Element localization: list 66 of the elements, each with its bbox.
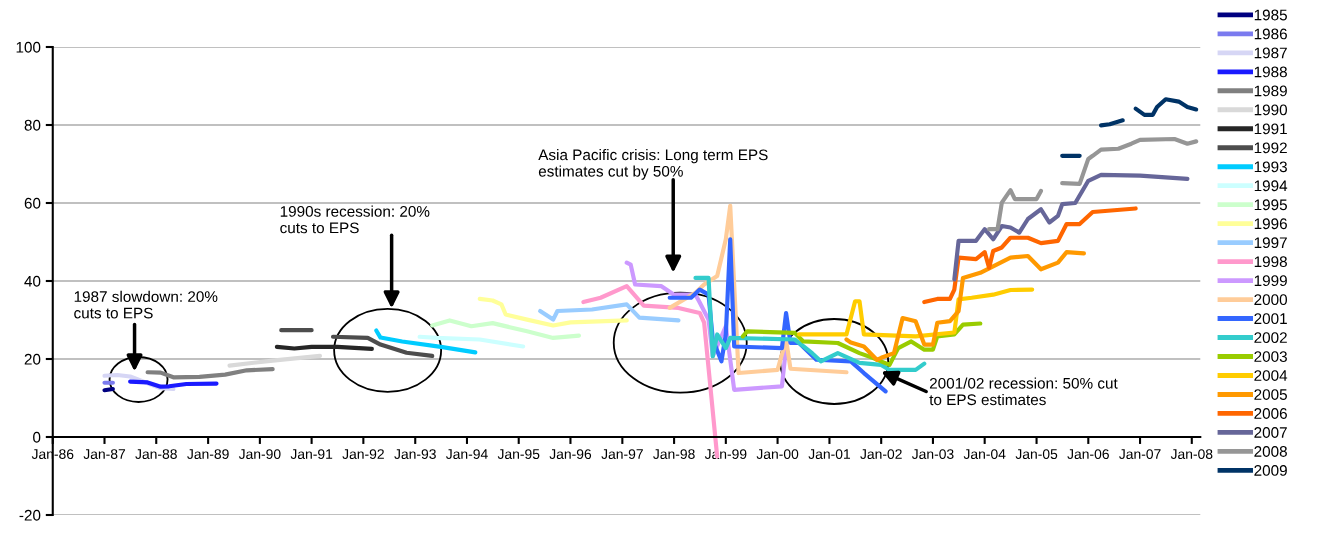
legend-label: 1997 xyxy=(1254,237,1287,249)
legend-label: 2003 xyxy=(1254,351,1287,362)
x-tick-label: Jan-87 xyxy=(83,449,126,460)
x-tick-label: Jan-90 xyxy=(238,449,281,460)
legend-label: 1996 xyxy=(1254,218,1287,230)
x-tick-label: Jan-94 xyxy=(445,449,488,460)
x-tick-label: Jan-97 xyxy=(601,449,643,460)
y-tick-label: 0 xyxy=(33,431,41,443)
x-tick-label: Jan-02 xyxy=(860,449,902,460)
legend-label: 2002 xyxy=(1254,332,1287,344)
legend-label: 1995 xyxy=(1254,199,1287,211)
legend-label: 1987 xyxy=(1254,47,1287,59)
y-tick-label: 40 xyxy=(24,275,41,287)
x-tick-label: Jan-05 xyxy=(1015,449,1058,460)
y-tick-label: 20 xyxy=(24,353,41,365)
x-tick-label: Jan-88 xyxy=(135,449,177,460)
legend-label: 1989 xyxy=(1254,85,1287,97)
legend-label: 1985 xyxy=(1254,9,1287,21)
line-series xyxy=(417,334,526,349)
legend-label: 1993 xyxy=(1254,161,1287,173)
line-series xyxy=(430,318,582,341)
legend-label: 2001 xyxy=(1254,313,1287,325)
line-series xyxy=(952,172,1190,282)
y-tick-label: 60 xyxy=(24,197,41,209)
legend-label: 2007 xyxy=(1254,427,1287,438)
x-tick-label: Jan-00 xyxy=(756,449,799,460)
line-series xyxy=(145,367,275,380)
x-tick-label: Jan-98 xyxy=(653,449,695,460)
legend-label: 2008 xyxy=(1254,446,1287,457)
legend-label: 1988 xyxy=(1254,66,1287,78)
line-series xyxy=(922,206,1138,305)
x-tick-label: Jan-91 xyxy=(290,449,333,460)
x-tick-label: Jan-96 xyxy=(549,449,592,460)
x-tick-label: Jan-01 xyxy=(808,449,851,460)
legend-label: 1991 xyxy=(1254,123,1287,135)
legend-label: 2009 xyxy=(1254,465,1287,476)
legend-label: 1990 xyxy=(1254,104,1288,116)
line-series xyxy=(374,328,478,355)
x-tick-label: Jan-07 xyxy=(1119,449,1161,460)
line-series xyxy=(844,250,1086,362)
legend-label: 1994 xyxy=(1254,180,1288,192)
legend-label: 1992 xyxy=(1254,142,1287,154)
y-tick-label: 100 xyxy=(16,41,41,53)
x-tick-label: Jan-08 xyxy=(1170,449,1213,460)
y-tick-label: -20 xyxy=(19,509,41,521)
x-tick-label: Jan-93 xyxy=(394,449,436,460)
legend-label: 1999 xyxy=(1254,275,1287,287)
legend-label: 2006 xyxy=(1254,408,1287,419)
y-tick-label: 80 xyxy=(24,119,41,131)
x-tick-label: Jan-95 xyxy=(497,449,540,460)
annotation: 2001/02 recession: 50% cut to EPS estimates xyxy=(929,377,1118,406)
legend-label: 2000 xyxy=(1254,294,1288,306)
line-series xyxy=(477,296,629,328)
annotation: Asia Pacific crisis: Long term EPS estimates cut by 50% xyxy=(538,149,768,180)
x-tick-label: Jan-04 xyxy=(963,449,1006,460)
annotation: 1987 slowdown: 20% cuts to EPS xyxy=(74,290,218,319)
legend-label: 1998 xyxy=(1254,256,1287,268)
line-series xyxy=(538,302,681,323)
x-tick-label: Jan-03 xyxy=(911,449,954,460)
x-tick-label: Jan-89 xyxy=(187,449,229,460)
annotation: 1990s recession: 20% cuts to EPS xyxy=(280,205,430,234)
x-tick-label: Jan-06 xyxy=(1067,449,1109,460)
x-tick-label: Jan-92 xyxy=(342,449,384,460)
legend-label: 2004 xyxy=(1254,370,1288,381)
legend-label: 2005 xyxy=(1254,389,1287,400)
legend-label: 1986 xyxy=(1254,28,1287,40)
